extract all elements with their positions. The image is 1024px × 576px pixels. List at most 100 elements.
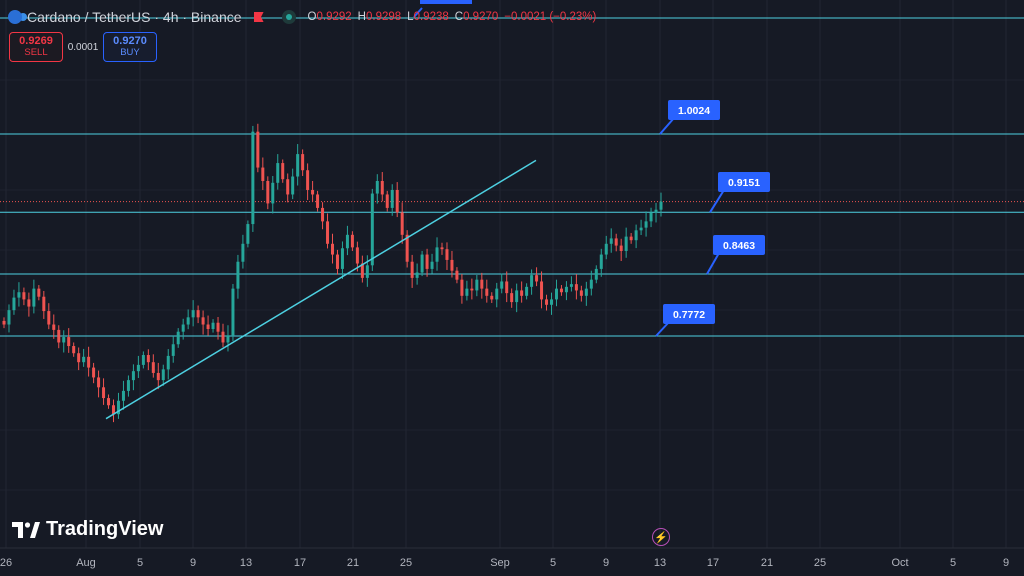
candle-body <box>490 295 494 300</box>
candle-body <box>515 290 519 303</box>
candle-body <box>176 331 180 345</box>
candle-body <box>42 296 46 312</box>
ohlc-values: O0.9292 H0.9298 L0.9238 C0.9270 −0.0021 … <box>308 11 597 23</box>
candle-body <box>530 275 534 287</box>
candle-body <box>410 261 414 278</box>
candle-body <box>136 364 140 372</box>
candle-body <box>559 288 563 293</box>
x-tick-label: 25 <box>400 557 412 569</box>
candle-body <box>131 371 135 381</box>
candle-body <box>460 279 464 296</box>
candle-body <box>321 207 325 222</box>
candle-body <box>545 299 549 305</box>
candle-body <box>77 353 81 363</box>
candle-body <box>221 331 225 343</box>
trade-panel: 0.9269 SELL 0.0001 0.9270 BUY <box>9 32 157 62</box>
symbol-logo-icon <box>8 10 22 24</box>
flag-icon[interactable] <box>253 12 264 22</box>
candle-body <box>445 249 449 260</box>
candle-body <box>564 286 568 293</box>
sell-label: SELL <box>24 47 48 58</box>
candle-body <box>251 131 255 225</box>
sell-button[interactable]: 0.9269 SELL <box>9 32 63 62</box>
candle-body <box>540 281 544 300</box>
candle-body <box>316 194 320 208</box>
x-tick-label: 21 <box>761 557 773 569</box>
candle-body <box>594 268 598 280</box>
lightning-icon[interactable]: ⚡ <box>652 528 670 546</box>
candle-body <box>72 346 76 354</box>
x-tick-label: 17 <box>294 557 306 569</box>
x-tick-label: 13 <box>240 557 252 569</box>
candle-body <box>360 263 364 278</box>
candle-body <box>609 238 613 244</box>
callout-box <box>718 172 770 192</box>
buy-price: 0.9270 <box>113 35 147 47</box>
callout-pointer <box>655 321 670 337</box>
candle-body <box>395 189 399 213</box>
candle-body <box>430 261 434 269</box>
candle-body <box>345 234 349 249</box>
candle-body <box>87 356 91 368</box>
candle-body <box>52 324 56 330</box>
candle-body <box>196 310 200 318</box>
ohlc-low: 0.9238 <box>413 11 449 23</box>
ohlc-change: −0.0021 (−0.23%) <box>504 11 597 23</box>
candle-body <box>649 212 653 222</box>
candle-body <box>331 243 334 255</box>
callout-label: 0.7772 <box>673 309 705 321</box>
candle-body <box>405 234 409 262</box>
ohlc-high: 0.9298 <box>365 11 402 23</box>
x-tick-label: 5 <box>137 557 143 569</box>
candle-body <box>301 154 305 171</box>
candle-body <box>62 337 66 343</box>
market-status-icon <box>281 10 296 24</box>
candle-body <box>107 398 111 406</box>
callout-box <box>668 100 720 120</box>
callout-pointer <box>706 252 720 275</box>
candle-body <box>525 286 529 296</box>
candle-body <box>385 194 389 208</box>
candle-body <box>112 405 115 415</box>
candle-body <box>57 329 61 343</box>
candle-body <box>121 390 125 401</box>
symbol-title[interactable]: Cardano / TetherUS · 4h · Binance <box>27 9 242 25</box>
candle-body <box>276 163 280 183</box>
ohlc-key-low: L <box>407 11 414 23</box>
candle-body <box>306 170 310 190</box>
candle-body <box>614 238 618 246</box>
ohlc-open: 0.9292 <box>316 11 352 23</box>
x-tick-label: 9 <box>1003 557 1009 569</box>
candle-body <box>206 324 210 330</box>
candle-body <box>47 311 51 325</box>
candle-body <box>161 369 165 381</box>
candle-body <box>500 281 504 289</box>
candle-body <box>166 355 170 370</box>
candle-body <box>191 310 195 318</box>
candle-body <box>465 288 469 296</box>
candle-body <box>271 182 275 204</box>
candle-body <box>261 167 265 182</box>
candle-body <box>599 254 603 269</box>
candle-body <box>286 179 290 195</box>
candle-body <box>141 355 145 365</box>
candle-body <box>370 193 374 266</box>
candle-body <box>350 234 354 248</box>
candle-body <box>375 181 379 194</box>
candle-body <box>226 335 230 343</box>
tradingview-logo[interactable]: TradingView <box>12 518 163 541</box>
candle-body <box>291 176 295 195</box>
buy-label: BUY <box>120 47 140 58</box>
candle-body <box>584 288 588 296</box>
candle-body <box>231 288 235 336</box>
candle-body <box>37 288 41 297</box>
buy-button[interactable]: 0.9270 BUY <box>103 32 157 62</box>
logo-text: TradingView <box>46 518 164 540</box>
callout-pointer <box>659 117 675 135</box>
candle-body <box>241 243 245 262</box>
x-tick-label: 9 <box>603 557 609 569</box>
callout-box <box>713 235 765 255</box>
spread-value: 0.0001 <box>67 41 99 53</box>
candle-body <box>211 322 215 330</box>
